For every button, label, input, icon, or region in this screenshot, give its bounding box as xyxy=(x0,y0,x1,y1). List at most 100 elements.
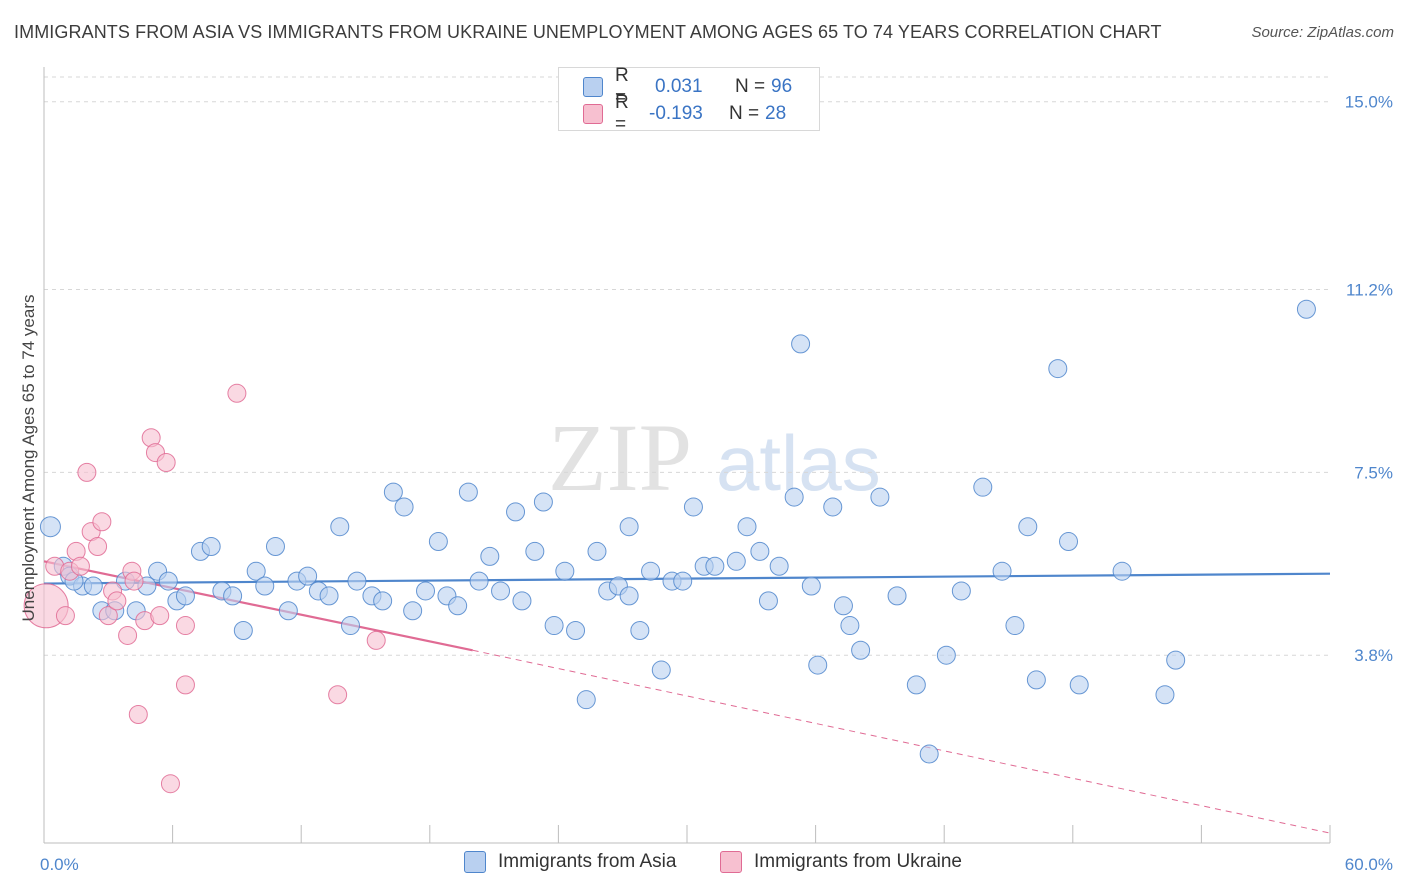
point-ukraine xyxy=(128,705,148,725)
scatter-points xyxy=(23,299,1316,794)
point-asia xyxy=(823,497,843,517)
legend-n-value: 96 xyxy=(771,76,793,97)
point-asia xyxy=(683,497,703,517)
y-tick-label: 3.8% xyxy=(1354,646,1393,665)
point-asia xyxy=(555,561,575,581)
legend-swatch-asia xyxy=(583,77,603,97)
point-asia xyxy=(278,601,298,621)
point-asia xyxy=(566,620,586,640)
point-ukraine xyxy=(366,630,386,650)
point-asia xyxy=(469,571,489,591)
point-asia xyxy=(394,497,414,517)
point-asia xyxy=(1112,561,1132,581)
point-asia xyxy=(233,620,253,640)
y-axis-label: Unemployment Among Ages 65 to 74 years xyxy=(19,295,38,622)
point-asia xyxy=(39,516,61,538)
source-label: Source: ZipAtlas.com xyxy=(1251,24,1394,41)
y-tick-labels: 3.8% 7.5% 11.2% 15.0% xyxy=(1345,93,1393,665)
point-ukraine xyxy=(124,571,144,591)
point-ukraine xyxy=(92,512,112,532)
point-asia xyxy=(673,571,693,591)
point-asia xyxy=(973,477,993,497)
trend-line-ukraine xyxy=(43,560,473,652)
point-asia xyxy=(641,561,661,581)
legend-r-label: R = xyxy=(615,65,629,108)
point-asia xyxy=(340,616,360,636)
point-ukraine xyxy=(156,452,176,472)
series-label-asia: Immigrants from Asia xyxy=(498,851,677,872)
y-tick-label: 7.5% xyxy=(1354,463,1393,482)
point-ukraine xyxy=(175,675,195,695)
point-ukraine xyxy=(70,556,90,576)
point-asia xyxy=(83,576,103,596)
point-asia xyxy=(1069,675,1089,695)
point-ukraine xyxy=(160,774,180,794)
point-asia xyxy=(1166,650,1186,670)
point-asia xyxy=(506,502,526,522)
point-asia xyxy=(587,541,607,561)
legend-row-ukraine: R = -0.193 N = 28 xyxy=(583,92,787,135)
point-asia xyxy=(491,581,511,601)
point-asia xyxy=(480,546,500,566)
watermark: ZIP atlas xyxy=(548,404,881,511)
point-asia xyxy=(840,616,860,636)
point-asia xyxy=(1048,359,1068,379)
point-asia xyxy=(330,517,350,537)
point-asia xyxy=(758,591,778,611)
watermark-zip: ZIP xyxy=(548,404,692,511)
point-asia xyxy=(298,566,318,586)
series-swatch-asia xyxy=(464,851,486,873)
point-asia xyxy=(651,660,671,680)
point-asia xyxy=(512,591,532,611)
point-asia xyxy=(705,556,725,576)
point-asia xyxy=(791,334,811,354)
point-ukraine xyxy=(150,606,170,626)
point-asia xyxy=(726,551,746,571)
x-tick-label: 60.0% xyxy=(1345,855,1393,874)
point-ukraine xyxy=(328,685,348,705)
point-asia xyxy=(784,487,804,507)
point-asia xyxy=(416,581,436,601)
point-asia xyxy=(992,561,1012,581)
x-tick-labels: 0.0% 60.0% xyxy=(40,855,1393,874)
series-legend-asia[interactable]: Immigrants from Asia xyxy=(464,851,676,873)
series-label-ukraine: Immigrants from Ukraine xyxy=(754,851,962,872)
point-asia xyxy=(1005,616,1025,636)
point-ukraine xyxy=(98,606,118,626)
point-asia xyxy=(458,482,478,502)
legend-swatch-ukraine xyxy=(583,104,603,124)
point-asia xyxy=(1026,670,1046,690)
point-asia xyxy=(769,556,789,576)
point-asia xyxy=(403,601,423,621)
point-asia xyxy=(255,576,275,596)
gridlines xyxy=(44,76,1330,656)
point-asia xyxy=(428,532,448,552)
point-asia xyxy=(619,586,639,606)
point-asia xyxy=(246,561,266,581)
axes xyxy=(43,67,1331,844)
point-asia xyxy=(951,581,971,601)
y-tick-label: 15.0% xyxy=(1345,93,1393,112)
point-asia xyxy=(544,616,564,636)
legend-r-value: 0.031 xyxy=(655,76,703,97)
point-ukraine xyxy=(175,616,195,636)
point-asia xyxy=(870,487,890,507)
point-asia xyxy=(373,591,393,611)
point-asia xyxy=(319,586,339,606)
point-asia xyxy=(1018,517,1038,537)
legend-n-value: 28 xyxy=(765,103,787,124)
trend-extension-ukraine xyxy=(472,649,1331,834)
point-asia xyxy=(1155,685,1175,705)
chart-title: IMMIGRANTS FROM ASIA VS IMMIGRANTS FROM … xyxy=(14,22,1162,42)
point-asia xyxy=(833,596,853,616)
series-legend: Immigrants from Asia Immigrants from Ukr… xyxy=(0,851,1406,877)
series-legend-ukraine[interactable]: Immigrants from Ukraine xyxy=(720,851,962,873)
point-asia xyxy=(347,571,367,591)
point-ukraine xyxy=(55,606,75,626)
point-asia xyxy=(737,517,757,537)
point-asia xyxy=(201,536,221,556)
legend-r-label: R = xyxy=(615,92,629,135)
point-asia xyxy=(158,571,178,591)
point-asia xyxy=(619,517,639,537)
